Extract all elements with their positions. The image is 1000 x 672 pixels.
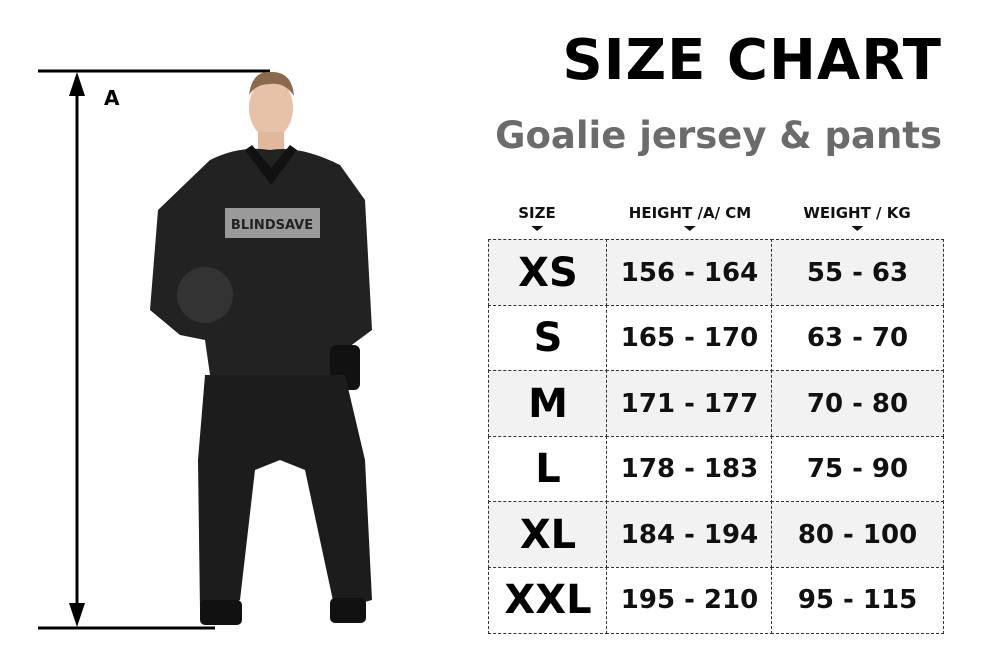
measure-label-a: A <box>104 86 120 110</box>
height-measure-diagram: BLINDSAVE <box>38 69 372 630</box>
page-subtitle: Goalie jersey & pants <box>495 114 942 157</box>
page-title: SIZE CHART <box>562 28 942 93</box>
header-size: SIZE <box>518 204 556 231</box>
header-weight: WEIGHT / KG <box>803 204 910 231</box>
cell-height: 178 - 183 <box>606 435 773 503</box>
cell-size: M <box>488 370 608 438</box>
cell-weight: 55 - 63 <box>771 239 944 307</box>
cell-weight: 75 - 90 <box>771 435 944 503</box>
cell-size: XXL <box>488 566 608 634</box>
cell-size: L <box>488 435 608 503</box>
cell-height: 165 - 170 <box>606 304 773 372</box>
cell-height: 171 - 177 <box>606 370 773 438</box>
cell-weight: 95 - 115 <box>771 566 944 634</box>
header-height: HEIGHT /A/ CM <box>629 204 751 231</box>
cell-height: 184 - 194 <box>606 501 773 569</box>
cell-weight: 70 - 80 <box>771 370 944 438</box>
cell-weight: 80 - 100 <box>771 501 944 569</box>
cell-weight: 63 - 70 <box>771 304 944 372</box>
cell-size: XS <box>488 239 608 307</box>
cell-size: S <box>488 304 608 372</box>
arrow-up-icon <box>69 72 85 96</box>
size-table: XS 156 - 164 55 - 63 S 165 - 170 63 - 70 M 171 … <box>488 239 944 634</box>
cell-height: 156 - 164 <box>606 239 773 307</box>
cell-height: 195 - 210 <box>606 566 773 634</box>
cell-size: XL <box>488 501 608 569</box>
arrow-down-icon <box>69 603 85 627</box>
goalie-figure: BLINDSAVE <box>150 71 372 625</box>
jersey-logo: BLINDSAVE <box>231 218 313 233</box>
